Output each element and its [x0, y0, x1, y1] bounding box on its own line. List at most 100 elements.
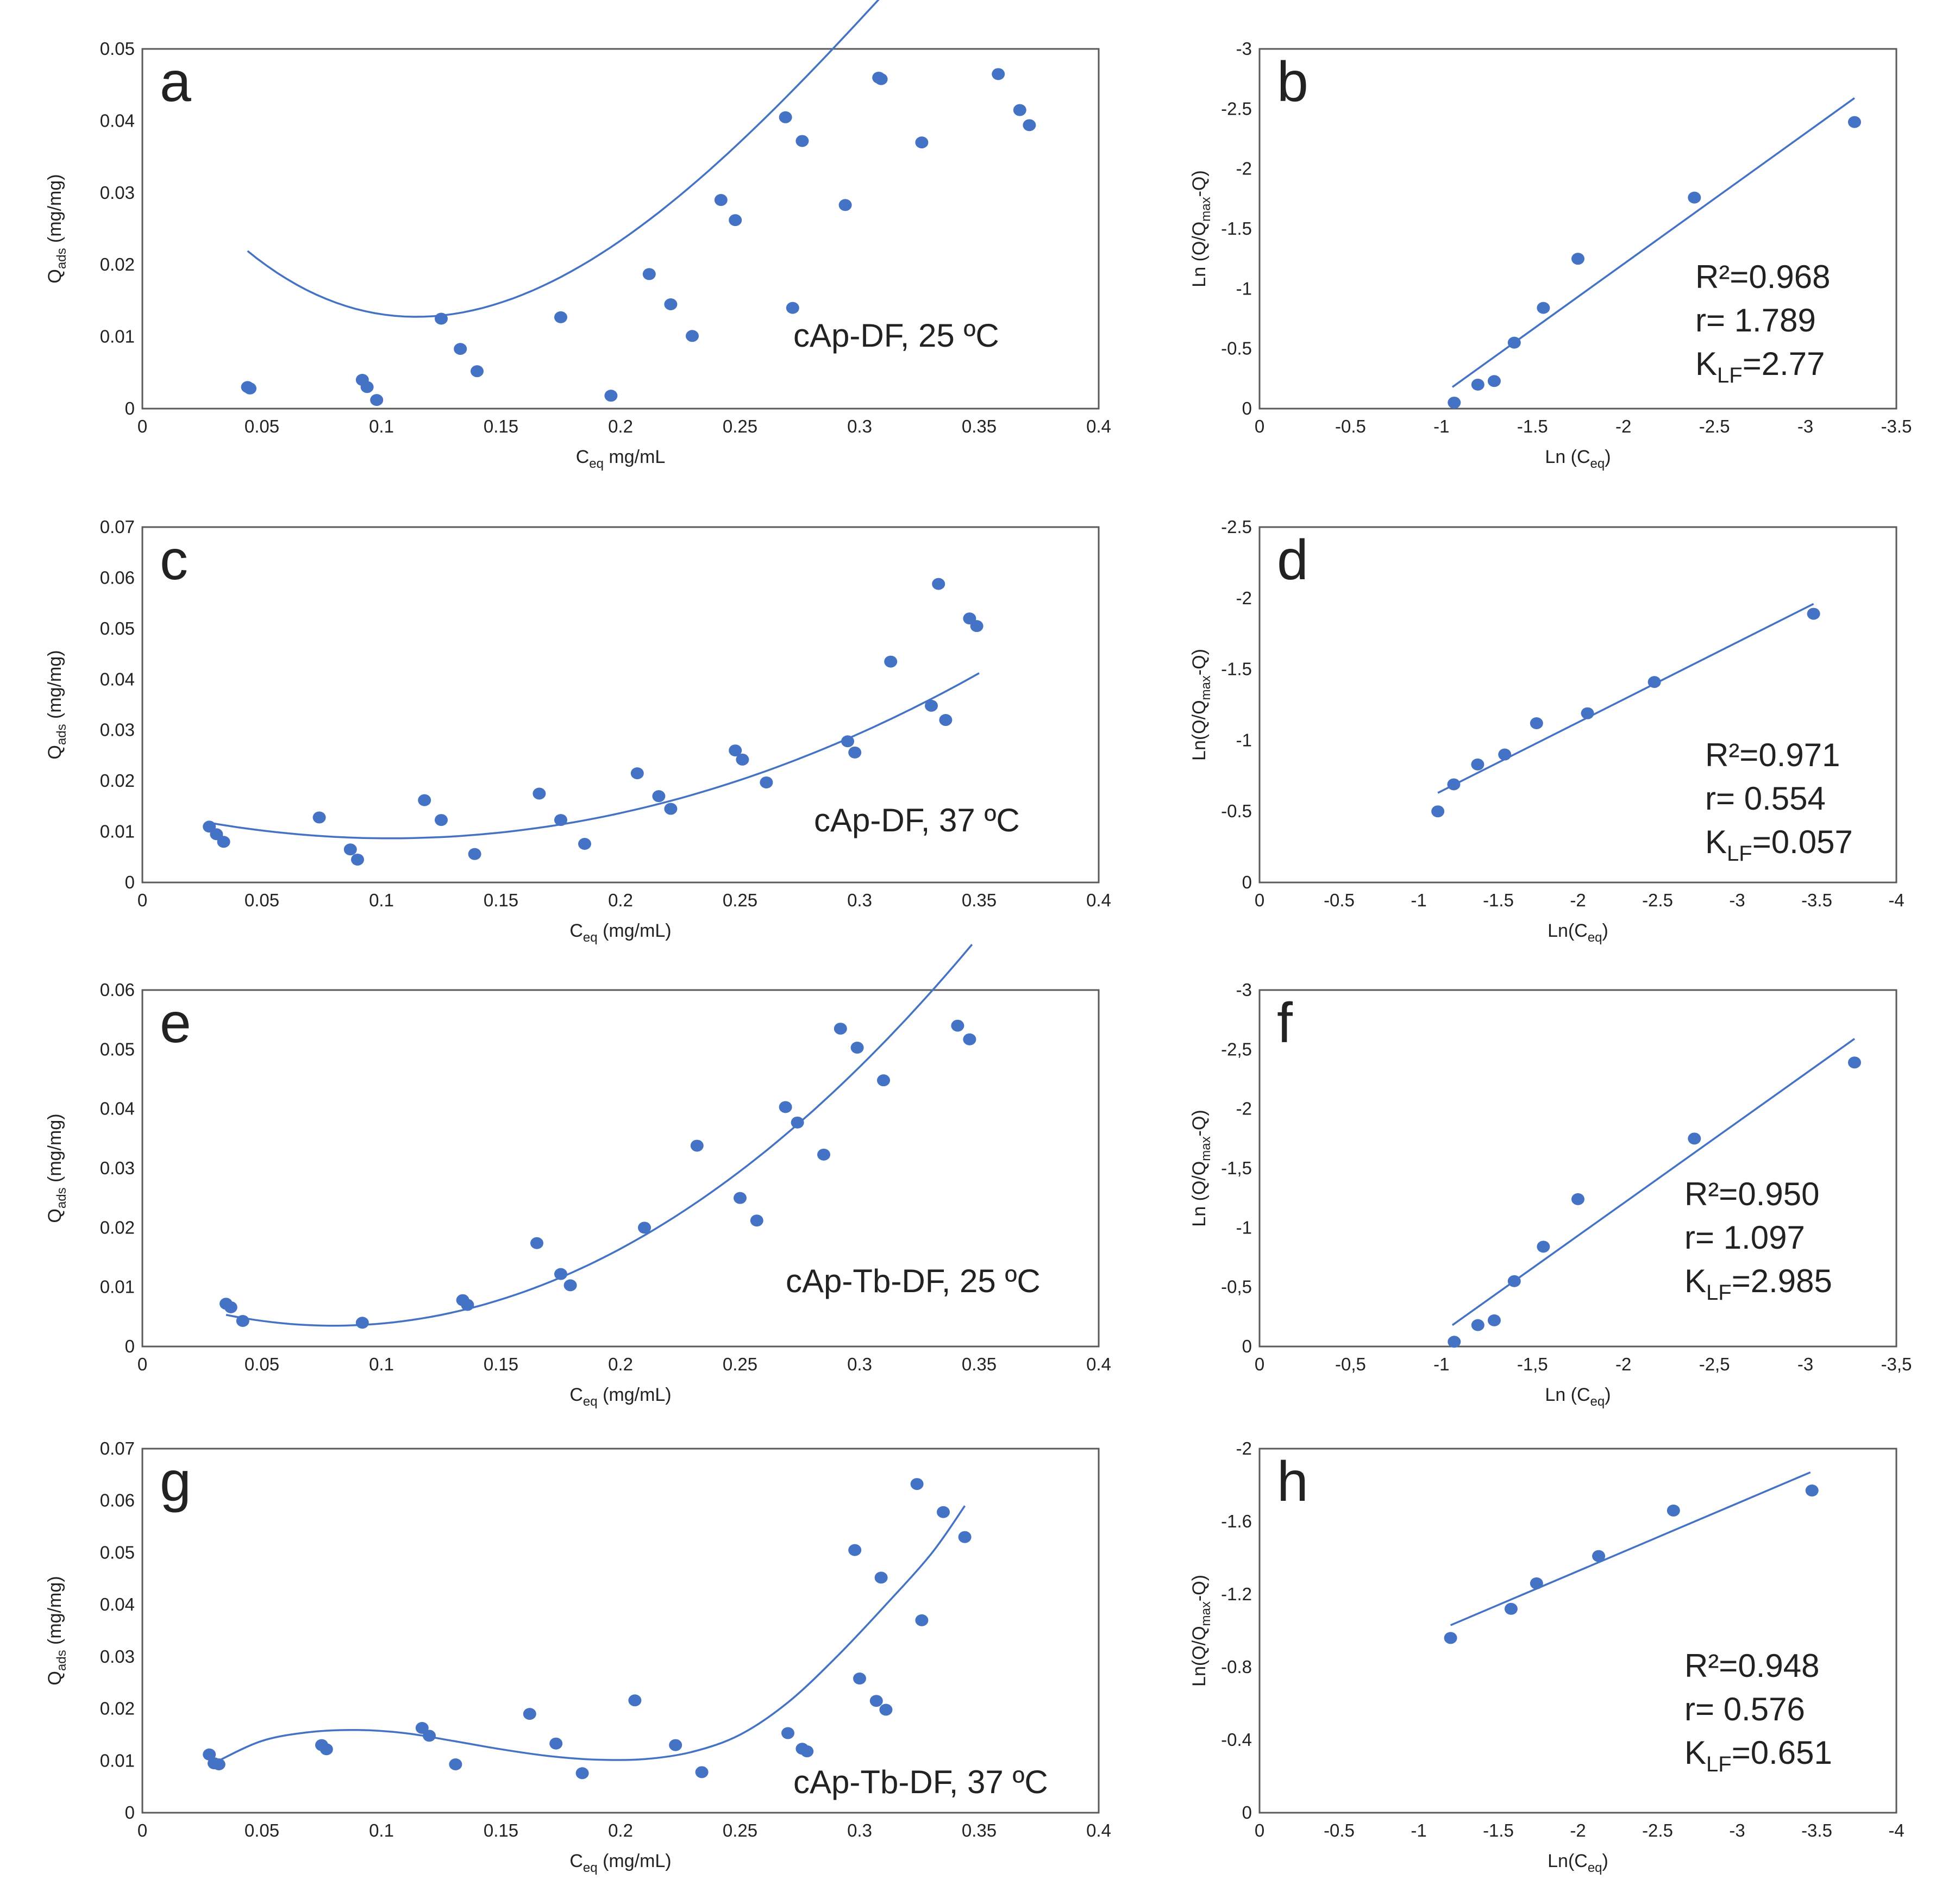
- data-point: [1447, 778, 1461, 791]
- x-tick-label: -3.5: [1801, 1820, 1832, 1840]
- x-tick-label: 0.4: [1086, 1820, 1111, 1840]
- data-point: [468, 848, 481, 860]
- data-point: [1487, 375, 1501, 387]
- y-tick-label: -1: [1236, 278, 1252, 298]
- annotation-line: cAp-Tb-DF, 37 ºC: [793, 1764, 1048, 1800]
- data-point: [1471, 1319, 1484, 1331]
- data-point: [1023, 119, 1036, 131]
- y-tick-label: -0.8: [1221, 1657, 1252, 1677]
- plot-frame: [1258, 526, 1897, 884]
- y-tick-label: -1: [1236, 730, 1252, 750]
- x-tick-label: 0.4: [1086, 416, 1111, 436]
- x-tick-label: -4: [1888, 890, 1904, 910]
- trend-line: [1450, 1471, 1811, 1626]
- y-tick-label: 0.03: [100, 183, 135, 203]
- panel-label: d: [1277, 529, 1308, 592]
- y-tick-label: -1,5: [1221, 1158, 1252, 1178]
- data-point: [695, 1766, 709, 1778]
- data-point: [320, 1743, 333, 1756]
- chart-panel-e: 0 0.05 0.1 0.15 0.2 0.25 0.3 0.35 0.4 0 0.01 0.02 0.…: [45, 944, 1111, 1409]
- trend-line: [247, 0, 880, 318]
- y-tick-label: 0.04: [100, 1594, 135, 1614]
- plot-frame: [1258, 48, 1897, 410]
- annotation-line: R²=0.948: [1684, 1648, 1820, 1684]
- data-point: [669, 1739, 682, 1751]
- y-tick-label: -2,5: [1221, 1039, 1252, 1059]
- data-point: [1581, 707, 1594, 719]
- x-tick-label: -3: [1729, 890, 1745, 910]
- data-point: [638, 1222, 651, 1234]
- x-tick-label: 0.05: [245, 416, 279, 436]
- x-tick-label: 0: [1255, 416, 1264, 436]
- y-tick-label: -3: [1236, 39, 1252, 59]
- x-tick-label: -3.5: [1801, 890, 1832, 910]
- annotation-line: r= 0.554: [1705, 780, 1826, 817]
- trend-line: [1451, 1038, 1855, 1326]
- data-point: [817, 1148, 830, 1161]
- data-point: [963, 1033, 976, 1045]
- data-point: [729, 744, 742, 757]
- data-point: [1688, 191, 1701, 204]
- y-tick-label: 0.01: [100, 1277, 135, 1297]
- chart-panel-f: 0 -0,5 -1 -1,5 -2 -2,5 -3 -3,5 0 -0,5 -1 -1,5 -2 -2,5…: [1189, 980, 1912, 1409]
- data-point: [533, 787, 546, 800]
- data-point: [418, 794, 431, 806]
- x-axis-title: Ln (Ceq): [1545, 447, 1611, 471]
- y-tick-label: -3: [1236, 980, 1252, 1000]
- data-point: [604, 390, 618, 402]
- y-tick-label: 0.07: [100, 517, 135, 537]
- data-point: [628, 1694, 642, 1707]
- data-point: [800, 1745, 814, 1758]
- y-tick-label: 0.02: [100, 771, 135, 791]
- data-point: [951, 1019, 964, 1032]
- x-tick-label: -2: [1570, 890, 1586, 910]
- y-tick-label: 0.05: [100, 1542, 135, 1562]
- panel-label: c: [160, 529, 188, 592]
- data-point: [925, 699, 938, 712]
- data-point: [848, 1544, 862, 1556]
- panel-label: b: [1277, 51, 1308, 114]
- trend-line: [1437, 603, 1814, 794]
- data-point: [970, 620, 983, 632]
- data-point: [779, 1101, 792, 1113]
- y-tick-label: -1.6: [1221, 1511, 1252, 1531]
- data-point: [1592, 1550, 1606, 1562]
- data-point: [1448, 396, 1461, 409]
- y-tick-label: -1.2: [1221, 1584, 1252, 1604]
- y-tick-label: 0: [125, 1802, 135, 1822]
- x-tick-label: 0.35: [962, 416, 997, 436]
- annotation-line: r= 0.576: [1684, 1691, 1805, 1727]
- data-point: [760, 776, 773, 788]
- x-tick-label: -1,5: [1517, 1354, 1548, 1374]
- y-tick-label: 0.07: [100, 1438, 135, 1458]
- y-tick-label: 0: [1242, 872, 1252, 892]
- x-tick-label: 0.25: [723, 1820, 757, 1840]
- annotation-line: r= 1.789: [1695, 302, 1816, 339]
- data-point: [939, 714, 953, 726]
- panel-label: a: [160, 51, 191, 114]
- data-point: [795, 135, 809, 147]
- x-tick-label: 0: [137, 890, 147, 910]
- y-tick-label: 0.03: [100, 1158, 135, 1178]
- y-tick-label: -2: [1236, 159, 1252, 179]
- trend-line: [225, 944, 973, 1327]
- y-tick-label: 0.04: [100, 110, 135, 130]
- x-tick-label: 0.25: [723, 416, 757, 436]
- x-tick-label: 0.1: [369, 1354, 394, 1374]
- data-point: [549, 1737, 563, 1750]
- data-point: [1847, 116, 1861, 128]
- data-point: [652, 790, 666, 803]
- x-tick-label: 0.15: [484, 1820, 518, 1840]
- x-tick-label: 0.35: [962, 890, 997, 910]
- y-tick-label: -1.5: [1221, 218, 1252, 239]
- data-point: [370, 394, 384, 406]
- data-point: [554, 311, 567, 323]
- data-point: [932, 578, 945, 590]
- plot-frame: [1258, 989, 1897, 1348]
- x-axis-title: Ln(Ceq): [1548, 1851, 1608, 1875]
- y-tick-label: 0.01: [100, 1750, 135, 1770]
- plot-frame: [141, 526, 1100, 884]
- y-tick-label: 0.03: [100, 1646, 135, 1667]
- x-tick-label: 0.3: [847, 416, 872, 436]
- data-point: [853, 1673, 866, 1685]
